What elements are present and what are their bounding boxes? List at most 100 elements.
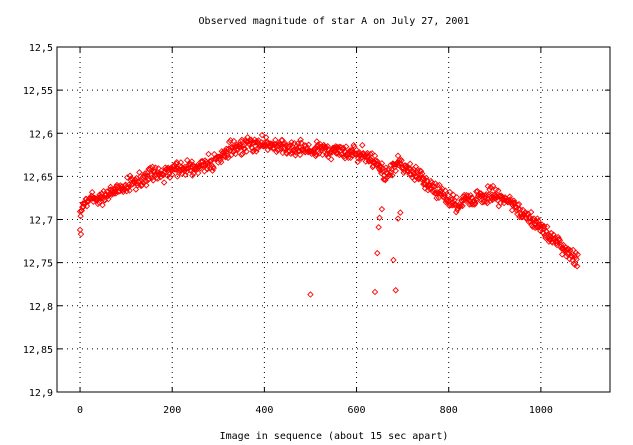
data-point <box>77 230 85 238</box>
data-point <box>132 186 140 193</box>
data-point <box>126 187 133 194</box>
y-tick-label: 12,5 <box>29 43 53 54</box>
data-point <box>136 177 144 185</box>
data-point <box>305 141 312 149</box>
grid <box>57 47 610 392</box>
data-point <box>88 188 96 196</box>
data-point <box>470 197 478 204</box>
data-point <box>410 170 418 177</box>
data-point <box>189 172 196 179</box>
data-point <box>281 140 289 147</box>
data-point <box>414 166 421 174</box>
x-tick-label: 1000 <box>529 405 553 416</box>
data-point <box>515 200 523 208</box>
data-point <box>145 165 152 173</box>
data-point <box>421 185 429 192</box>
data-point <box>379 165 387 172</box>
data-point <box>275 146 283 153</box>
data-point <box>253 137 261 145</box>
data-point <box>183 156 191 164</box>
data-point <box>367 156 375 163</box>
data-point <box>327 156 335 163</box>
data-point <box>506 193 514 200</box>
data-point <box>245 138 252 145</box>
data-point <box>236 141 244 148</box>
data-point <box>142 178 149 185</box>
data-point <box>564 250 571 258</box>
data-point <box>241 145 249 152</box>
y-tick-label: 12,7 <box>29 216 53 227</box>
x-axis: 0 200 400 600 800 1000 <box>77 47 553 416</box>
data-point <box>423 174 430 182</box>
data-point <box>77 212 84 220</box>
data-point <box>258 131 266 139</box>
data-point <box>243 148 250 155</box>
data-point <box>495 187 502 194</box>
data-point <box>206 158 213 165</box>
data-point <box>345 154 352 162</box>
data-point <box>336 143 344 151</box>
data-point <box>392 167 399 175</box>
data-point <box>457 202 465 209</box>
data-point <box>310 146 318 153</box>
data-point <box>105 195 112 203</box>
data-point <box>354 158 361 166</box>
data-point <box>336 151 343 159</box>
data-point <box>394 159 401 166</box>
data-point <box>141 170 149 177</box>
data-point <box>359 141 366 149</box>
data-point <box>453 194 461 201</box>
data-point <box>540 229 547 237</box>
data-point <box>376 214 383 222</box>
data-point <box>147 164 154 171</box>
data-point <box>553 240 560 247</box>
data-point <box>397 209 404 216</box>
data-point <box>190 170 197 177</box>
data-point <box>342 143 350 150</box>
data-point <box>408 171 415 178</box>
x-tick-label: 600 <box>348 405 366 416</box>
data-point <box>527 218 534 225</box>
data-point <box>209 163 217 171</box>
data-point <box>367 150 374 158</box>
data-point <box>433 182 441 189</box>
data-point <box>246 136 254 144</box>
data-point <box>76 226 84 234</box>
data-point <box>144 176 152 184</box>
data-point <box>439 185 446 193</box>
data-point <box>568 253 576 260</box>
data-point <box>148 174 156 182</box>
x-tick-label: 200 <box>163 405 181 416</box>
data-point <box>347 154 355 162</box>
data-point <box>487 183 494 191</box>
data-point <box>302 142 310 150</box>
data-point <box>543 223 551 230</box>
data-point <box>567 246 574 254</box>
data-point <box>232 150 239 158</box>
data-point <box>420 180 427 188</box>
data-point <box>217 156 224 164</box>
data-point <box>119 186 126 194</box>
data-point <box>382 176 389 184</box>
data-point <box>475 191 482 199</box>
data-point <box>217 158 225 166</box>
data-point <box>224 154 232 162</box>
data-point <box>205 150 212 158</box>
data-point <box>83 202 91 210</box>
data-point <box>574 251 581 258</box>
data-point <box>277 141 284 149</box>
data-point <box>525 218 533 226</box>
y-tick-label: 12,55 <box>23 86 53 97</box>
data-point <box>446 188 454 196</box>
data-point <box>527 208 535 216</box>
data-point <box>149 177 157 184</box>
data-point <box>333 143 341 151</box>
data-point <box>389 172 396 179</box>
data-point <box>201 168 208 175</box>
data-point <box>160 179 168 186</box>
data-point <box>328 149 336 156</box>
data-point <box>511 199 519 207</box>
data-point <box>515 205 522 213</box>
data-point <box>307 291 314 298</box>
